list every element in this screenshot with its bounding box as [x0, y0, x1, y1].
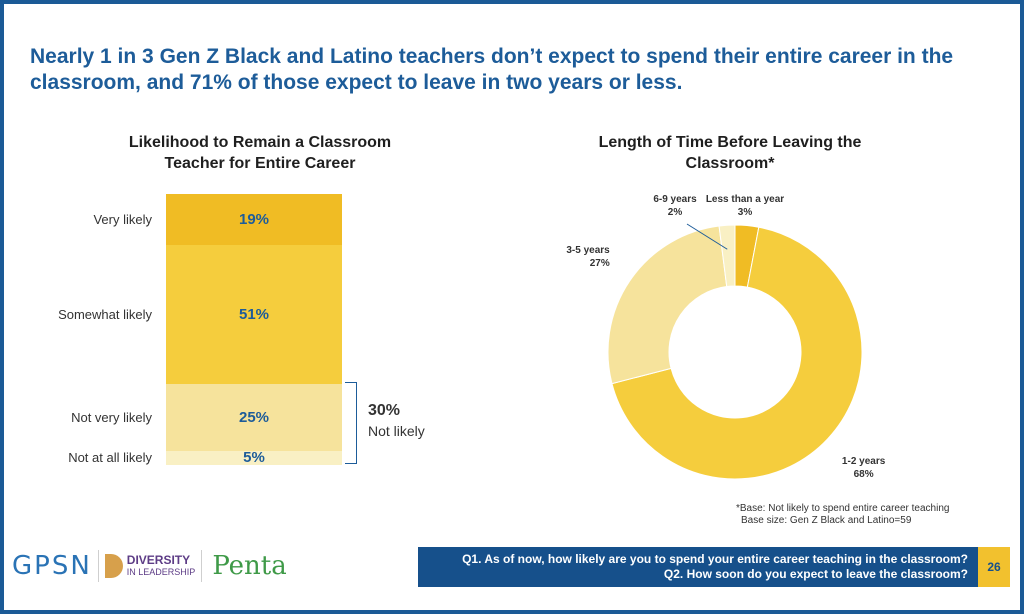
penta-logo: Penta — [212, 551, 287, 581]
question-1: Q1. As of now, how likely are you to spe… — [462, 552, 968, 566]
slide-headline: Nearly 1 in 3 Gen Z Black and Latino tea… — [30, 45, 954, 94]
bar-chart-title: Likelihood to Remain a Classroom Teacher… — [128, 134, 392, 172]
footnote-line-1: *Base: Not likely to spend entire career… — [736, 503, 950, 514]
donut-leader-line — [686, 223, 728, 250]
donut-category-label-less-than-a-year: Less than a year — [706, 194, 784, 205]
bar-value-label-not-at-all-likely: 5% — [243, 449, 265, 467]
dil-logo-line-2: IN LEADERSHIP — [126, 567, 196, 577]
bar-category-label-somewhat-likely: Somewhat likely — [58, 306, 152, 322]
donut-category-label-3-5-years: 3-5 years — [566, 245, 610, 256]
donut-slice-6-9-years — [718, 224, 736, 288]
logo-divider — [97, 550, 99, 582]
gpsn-logo: GPSN — [12, 551, 92, 581]
question-box: Q1. As of now, how likely are you to spe… — [418, 547, 978, 587]
donut-value-label-less-than-a-year: 3% — [738, 207, 753, 218]
base-footnote: *Base: Not likely to spend entire career… — [736, 503, 949, 527]
donut-category-label-6-9-years: 6-9 years — [653, 194, 697, 205]
bar-value-label-not-very-likely: 25% — [238, 408, 270, 426]
page-number: 26 — [978, 547, 1010, 587]
donut-value-label-1-2-years: 68% — [854, 469, 874, 480]
bar-segment-very-likely — [166, 194, 342, 246]
donut-value-label-3-5-years: 27% — [590, 258, 610, 269]
donut-slice-3-5-years — [607, 225, 728, 385]
bar-category-label-very-likely: Very likely — [93, 211, 152, 227]
donut-slice-1-2-years — [611, 226, 863, 480]
donut-chart: Less than a year 3% 1-2 years 68% 3-5 years 2… — [566, 194, 886, 480]
not-likely-total: 30% — [368, 402, 401, 419]
donut-category-label-1-2-years: 1-2 years — [842, 456, 886, 467]
question-2: Q2. How soon do you expect to leave the … — [663, 567, 968, 581]
not-likely-label: Not likely — [368, 423, 425, 439]
dil-logo-line-1: DIVERSITY — [126, 553, 191, 567]
bar-value-label-somewhat-likely: 51% — [238, 305, 270, 323]
logo-divider — [201, 550, 203, 582]
footnote-line-2: Base size: Gen Z Black and Latino=59 — [741, 515, 912, 526]
donut-value-label-6-9-years: 2% — [668, 207, 683, 218]
donut-chart-title: Length of Time Before Leaving the Classr… — [598, 134, 862, 172]
not-likely-bracket — [345, 382, 357, 464]
partner-logos: GPSN DIVERSITY IN LEADERSHIP Penta — [12, 546, 287, 586]
bar-segment-not-at-all-likely — [166, 451, 342, 465]
bar-segment-somewhat-likely — [166, 245, 342, 384]
bar-category-label-not-at-all-likely: Not at all likely — [68, 450, 152, 466]
diversity-in-leadership-mark-icon — [104, 554, 123, 578]
diversity-in-leadership-logo: DIVERSITY IN LEADERSHIP — [127, 554, 196, 578]
bar-value-label-very-likely: 19% — [238, 210, 270, 228]
bar-segment-not-very-likely — [166, 383, 342, 452]
bar-category-label-not-very-likely: Not very likely — [71, 409, 152, 425]
